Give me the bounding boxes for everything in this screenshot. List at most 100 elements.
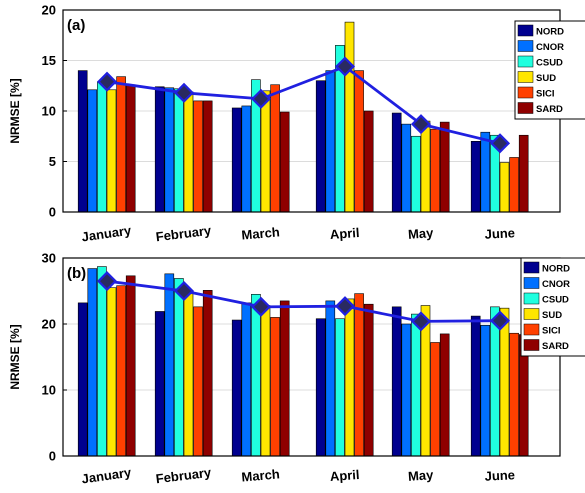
bar-cnor (401, 123, 412, 213)
legend-label: SICI (536, 89, 554, 100)
bar-sard (279, 111, 290, 213)
bar-sard (125, 84, 136, 213)
bar-sici (430, 128, 440, 213)
chart-panel-b: 0 10 20 30 January February March April May June N… (8, 251, 585, 487)
x-category-label: March (241, 466, 281, 484)
bar-nord (154, 86, 165, 213)
x-category-label: April (329, 225, 360, 242)
bar-nord (77, 70, 88, 213)
x-category-label: January (81, 465, 133, 487)
bar-sici (509, 332, 519, 457)
bar-sici (193, 100, 203, 213)
bar-sud (106, 89, 117, 213)
mean-line (106, 279, 501, 323)
legend-swatch (517, 40, 534, 52)
bar-cnor (87, 89, 98, 213)
legend-swatch (523, 339, 540, 351)
bar-cnor (241, 105, 252, 213)
x-category-label: January (81, 223, 133, 245)
legend-swatch (523, 323, 540, 336)
mean-marker (334, 296, 356, 317)
bar-cnor (480, 131, 491, 213)
x-category-label: June (484, 467, 515, 484)
bar-sud (499, 307, 510, 457)
bar-csud (411, 313, 421, 457)
x-category-label: February (155, 465, 213, 487)
legend: NORD CNOR CSUD SUD SICI SARD (520, 257, 585, 357)
bar-sud (260, 305, 271, 457)
bar-sud (420, 120, 431, 213)
y-tick-label: 0 (49, 205, 56, 220)
legend-label: NORD (542, 264, 570, 275)
x-category-label: May (408, 225, 435, 242)
y-axis-label: NRMSE [%] (8, 78, 22, 143)
y-tick-label: 10 (42, 104, 56, 119)
mean-line (106, 64, 501, 145)
bar-sud (260, 90, 271, 213)
bar-csud (174, 88, 184, 213)
legend-swatch (523, 277, 540, 289)
bar-cnor (401, 323, 412, 457)
legend-swatch (517, 86, 534, 99)
y-tick-label: 20 (42, 317, 56, 332)
mean-marker (489, 133, 511, 154)
bar-csud (174, 278, 184, 457)
axes-frame (62, 257, 561, 457)
bar-sici (354, 70, 364, 213)
bar-sard (125, 275, 136, 457)
bar-cnor (164, 87, 175, 213)
mean-marker (173, 280, 195, 302)
bar-nord (315, 80, 326, 213)
bar-nord (315, 318, 326, 457)
y-tick-label: 10 (42, 383, 56, 398)
bar-sud (344, 298, 355, 457)
legend-label: CSUD (542, 295, 569, 306)
bar-sard (202, 100, 213, 213)
legend-swatch (523, 308, 540, 320)
bar-sud (183, 91, 194, 213)
bar-nord (231, 107, 242, 213)
bar-sici (116, 76, 126, 213)
legend-label: SARD (542, 341, 569, 352)
panel-label: (b) (67, 265, 86, 282)
legend-label: SUD (536, 73, 556, 84)
bar-nord (470, 141, 481, 213)
legend-label: CSUD (536, 58, 563, 69)
mean-marker (410, 114, 432, 135)
y-tick-label: 0 (49, 449, 56, 464)
chart-panel-a: 0 5 10 15 20 January February March April May June… (8, 3, 585, 245)
bar-sici (509, 157, 519, 213)
mean-marker (250, 296, 272, 317)
bar-cnor (325, 300, 336, 457)
bar-sici (116, 285, 126, 457)
x-category-label: April (329, 467, 360, 484)
x-category-label: June (484, 225, 515, 242)
bar-sici (270, 84, 280, 213)
bar-sud (183, 291, 194, 457)
bar-sard (363, 110, 374, 213)
bar-sard (439, 333, 450, 457)
bar-sard (439, 121, 450, 213)
x-category-label: March (241, 224, 281, 242)
legend-label: SARD (536, 104, 563, 115)
y-tick-label: 20 (42, 3, 56, 18)
bar-csud (97, 81, 107, 213)
bar-sard (202, 290, 213, 457)
legend-label: CNOR (542, 279, 570, 290)
panel-label: (a) (67, 17, 85, 34)
legend-swatch (517, 102, 534, 114)
legend-label: NORD (536, 27, 564, 38)
bar-sard (518, 134, 529, 213)
bar-sici (354, 293, 364, 457)
bar-nord (391, 306, 402, 457)
bar-csud (97, 266, 107, 457)
bar-nord (470, 315, 481, 457)
bar-nord (154, 311, 165, 457)
bar-sud (499, 162, 510, 213)
bar-sud (106, 287, 117, 457)
bar-cnor (87, 268, 98, 457)
bar-csud (411, 135, 421, 213)
mean-marker (250, 88, 272, 109)
bar-cnor (480, 325, 491, 457)
